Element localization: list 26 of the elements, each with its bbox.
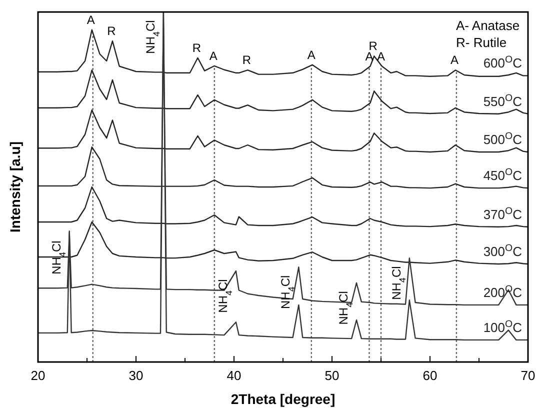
x-tick-label: 30 [128, 368, 144, 383]
annotation: A [450, 53, 458, 68]
annotation: A- Anatase [456, 18, 520, 33]
y-axis-title: Intensity [a.u] [7, 141, 23, 233]
annotation: R- Rutile [456, 35, 507, 50]
series-label: 600$^{O}$C [483, 54, 522, 71]
annotation: R [107, 24, 116, 38]
annotation: R [242, 53, 252, 68]
annotation: A [86, 12, 95, 27]
series-label: 450$^{O}$C [483, 166, 522, 184]
series-label: 500$^{O}$C [483, 130, 522, 147]
x-axis-title: 2Theta [degree] [230, 391, 336, 407]
annotation: A [376, 49, 385, 64]
series-label: 370$^{O}$C [483, 205, 522, 222]
series-label: 300$^{O}$C [483, 242, 522, 259]
x-tick-label: 40 [226, 368, 242, 383]
annotation: A [209, 48, 218, 63]
annotation: A [307, 48, 316, 62]
x-tick-label: 60 [422, 368, 438, 383]
annotation: R [192, 40, 202, 55]
x-tick-label: 20 [30, 368, 46, 383]
x-tick-label: 70 [520, 368, 536, 383]
series-label: 100$^{O}$C [483, 318, 522, 335]
series-label: 200$^{O}$C [483, 283, 522, 300]
series-label: 550$^{O}$C [483, 92, 522, 109]
x-tick-label: 50 [324, 368, 340, 383]
